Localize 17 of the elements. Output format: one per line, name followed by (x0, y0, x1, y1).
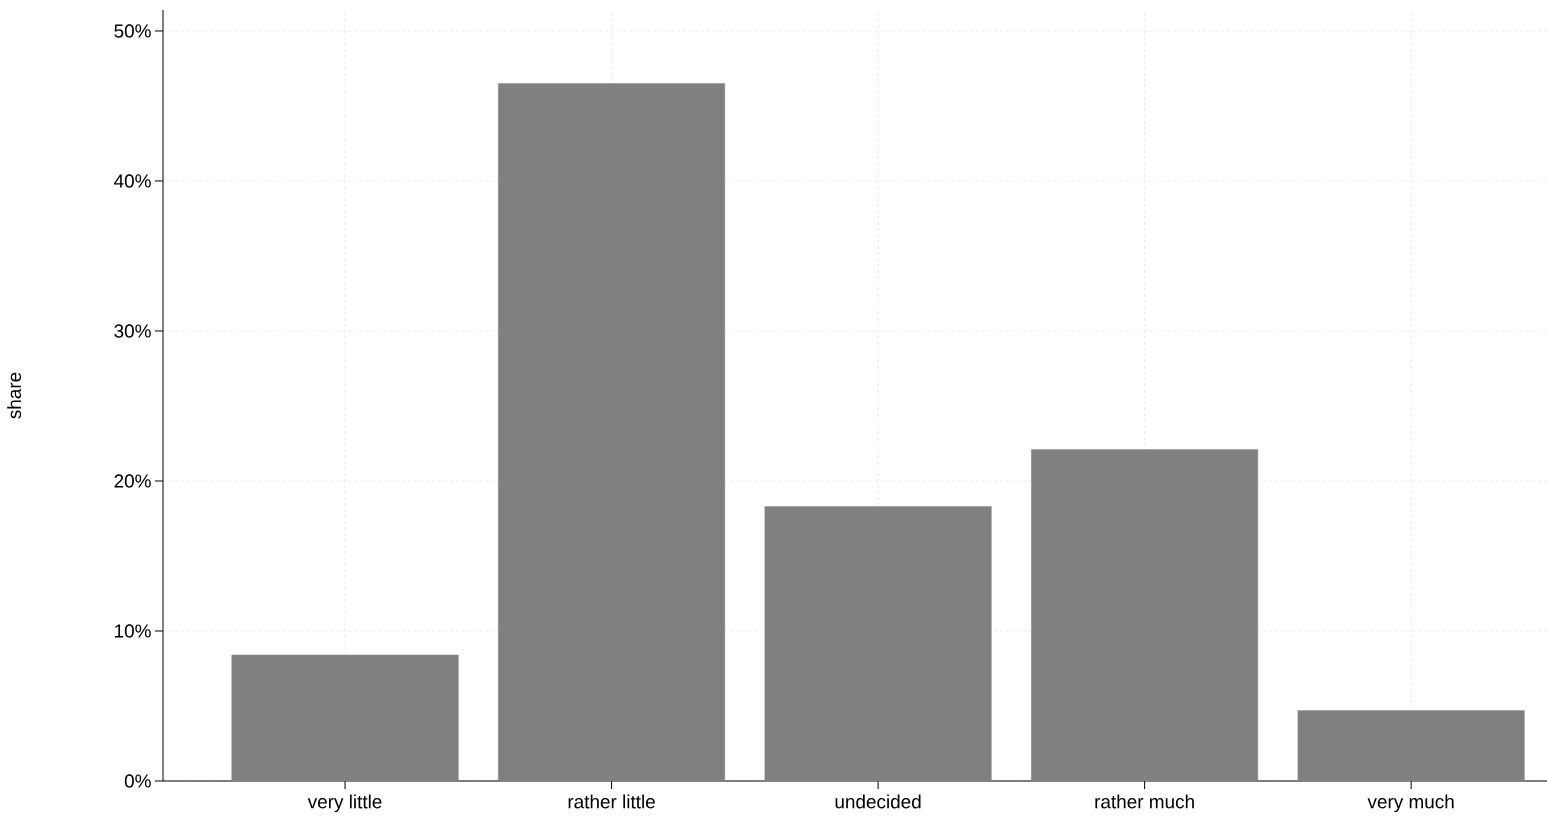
y-tick-label: 40% (114, 174, 151, 188)
bar (1031, 449, 1259, 782)
x-tick-label: rather little (568, 794, 655, 809)
y-axis-title: share (7, 372, 22, 419)
bar (1297, 710, 1525, 782)
x-tick-label: rather much (1095, 794, 1194, 809)
y-tick-label: 20% (114, 474, 151, 488)
bar (764, 506, 992, 782)
x-tick-label: undecided (835, 794, 921, 809)
y-tick-label: 30% (114, 324, 151, 338)
bar (498, 83, 726, 782)
x-tick-label: very much (1367, 794, 1454, 813)
y-tick-label: 10% (115, 624, 151, 638)
x-tick-label: very little (307, 794, 382, 813)
bar (231, 654, 459, 782)
y-tick-label: 50% (114, 24, 151, 38)
y-tick-label: 0% (124, 774, 151, 788)
